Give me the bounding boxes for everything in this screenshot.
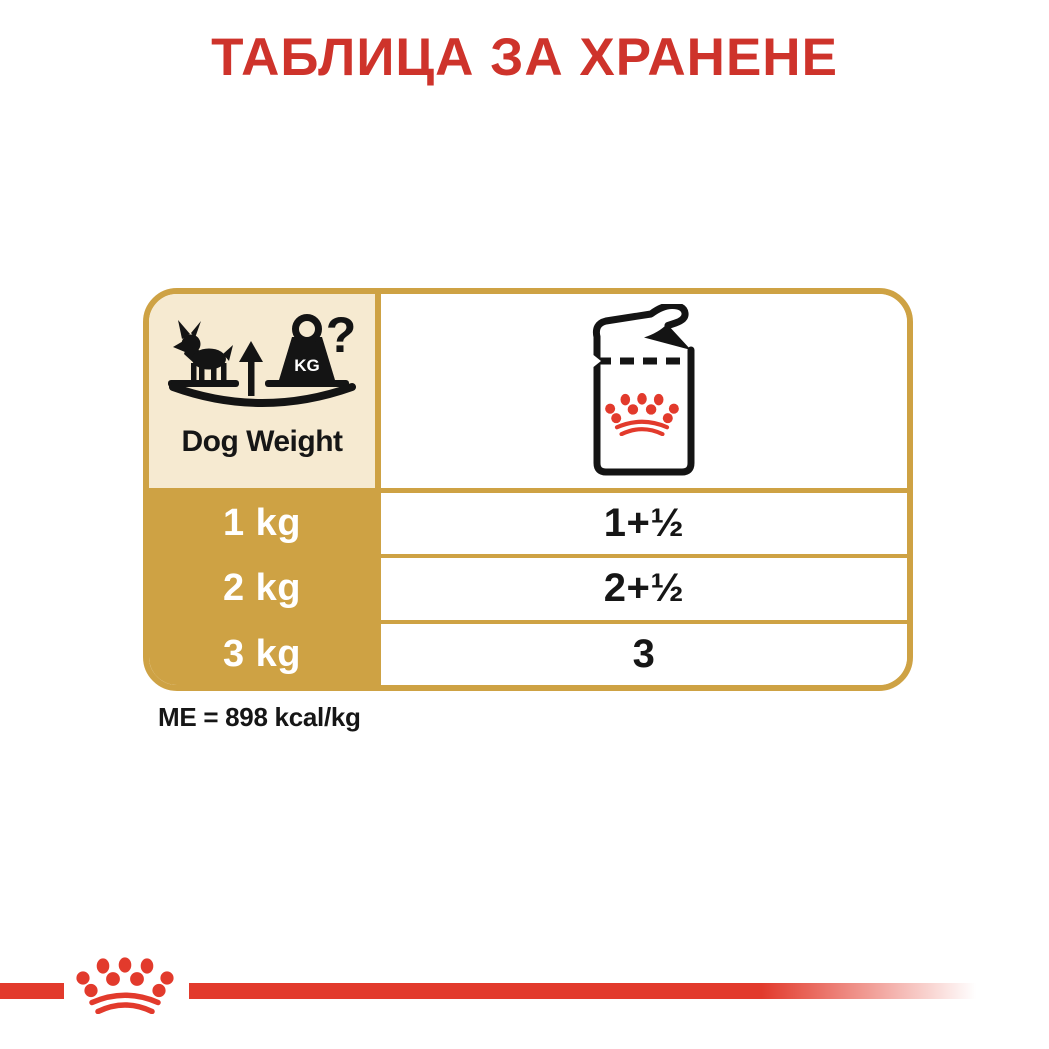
dog-weight-label: Dog Weight (181, 425, 343, 458)
food-pouch-icon (591, 303, 695, 475)
pouch-count-value: 1+½ (603, 501, 685, 546)
weight-cell: 1 kg (149, 493, 381, 555)
dog-weight-scale-icon: KG ? (167, 307, 356, 407)
kg-label: KG (294, 356, 320, 375)
pouch-count-cell: 2+½ (381, 558, 907, 620)
table-row: 3 kg 3 (149, 619, 907, 685)
weight-cell: 3 kg (149, 623, 381, 685)
pouch-count-value: 2+½ (603, 566, 685, 611)
red-stripe-right (189, 983, 984, 999)
pouch-count-cell: 1+½ (381, 493, 907, 555)
page-title: ТАБЛИЦА ЗА ХРАНЕНЕ (211, 28, 838, 87)
weight-cell: 2 kg (149, 558, 381, 620)
dog-weight-header-cell: KG ? Dog Weight (149, 294, 381, 488)
pouch-count-cell: 3 (381, 623, 907, 685)
royal-canin-crown-icon (75, 956, 175, 1014)
weight-value: 2 kg (222, 567, 302, 610)
feeding-table-header-row: KG ? Dog Weight (149, 294, 907, 493)
feeding-table: KG ? Dog Weight (143, 288, 913, 691)
table-row: 2 kg 2+½ (149, 554, 907, 620)
pouch-count-value: 3 (632, 631, 656, 676)
question-mark-icon: ? (325, 307, 356, 363)
red-stripe-left (0, 983, 64, 999)
table-row: 1 kg 1+½ (149, 493, 907, 555)
metabolizable-energy-note: ME = 898 kcal/kg (158, 702, 361, 732)
weight-value: 1 kg (222, 502, 302, 545)
weight-value: 3 kg (222, 632, 302, 675)
pouch-header-cell (381, 294, 907, 488)
